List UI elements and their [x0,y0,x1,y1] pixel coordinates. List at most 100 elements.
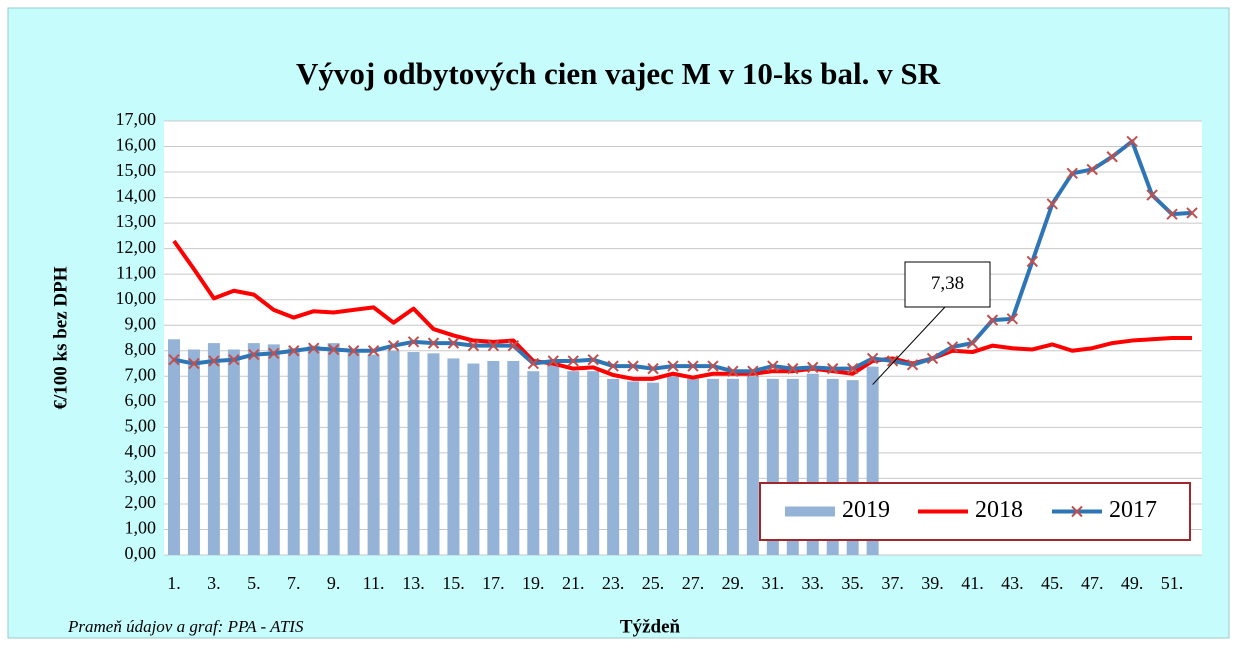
x-tick-label: 21. [562,573,585,593]
bar [267,344,280,555]
x-tick-label: 37. [881,573,904,593]
marker [527,357,539,370]
marker [347,345,360,357]
bar [247,343,260,555]
marker [1026,255,1039,268]
marker [647,362,659,375]
marker [946,341,959,353]
bar [427,353,440,555]
x-tick-label: 33. [802,573,825,593]
y-tick-label: 17,00 [116,109,157,129]
data-label: 7,38 [931,273,964,294]
y-tick-label: 7,00 [125,364,157,384]
bar [587,371,600,555]
marker [228,353,240,366]
y-tick-label: 9,00 [125,313,157,333]
bar [167,339,180,555]
marker [587,353,599,366]
marker [727,365,739,377]
marker [886,355,899,367]
marker [208,355,220,367]
bar [227,349,240,555]
y-tick-label: 15,00 [116,160,157,180]
x-tick-label: 49. [1121,573,1144,593]
callout-leader [872,306,946,385]
marker [966,337,979,349]
x-axis-label: Týždeň [620,616,681,637]
bar [726,378,739,555]
bar [387,350,400,555]
bar [567,371,580,555]
marker [567,355,579,367]
marker [807,361,819,374]
x-tick-label: 5. [247,573,261,593]
marker [308,342,320,354]
bar [686,378,699,555]
marker [387,339,400,352]
marker [1106,151,1118,163]
y-tick-label: 13,00 [116,211,157,231]
marker [407,336,420,348]
bar [407,352,420,555]
y-tick-label: 4,00 [125,441,157,461]
marker [1006,313,1019,325]
bar [347,350,360,555]
y-tick-label: 8,00 [125,339,157,359]
legend-marker [1071,505,1083,518]
y-tick-label: 16,00 [116,135,157,155]
marker [447,337,460,349]
x-tick-label: 27. [682,573,705,593]
marker [767,360,779,372]
x-tick-label: 7. [287,573,301,593]
marker [667,360,679,372]
y-tick-label: 2,00 [125,492,157,512]
bar [547,360,560,555]
line-2017 [173,139,1193,374]
marker [687,360,699,372]
source-note: Prameň údajov a graf: PPA - ATIS [67,617,304,636]
marker [467,339,480,352]
y-tick-label: 14,00 [116,186,157,206]
bar [527,371,540,555]
bar [647,382,660,555]
marker [288,345,300,357]
bar [467,363,480,555]
marker [866,352,879,365]
marker [248,348,260,361]
bar [627,381,640,555]
marker [168,353,180,366]
y-tick-label: 3,00 [125,467,157,487]
y-axis-label: €/100 ks bez DPH [50,266,71,409]
marker [846,362,859,375]
bar [667,376,680,555]
y-tick-label: 5,00 [125,415,157,435]
bar [507,360,520,555]
x-tick-label: 11. [363,573,385,593]
bar [487,360,500,555]
marker [268,347,280,360]
x-tick-label: 31. [762,573,785,593]
x-tick-label: 3. [207,573,221,593]
marker [487,339,500,352]
marker [1126,135,1138,148]
marker [627,360,639,372]
marker [607,360,619,372]
marker [1186,207,1198,219]
marker [787,362,799,375]
marker [427,337,440,349]
y-tick-label: 6,00 [125,390,157,410]
bar [706,378,719,555]
y-tick-label: 0,00 [125,543,157,563]
bar [207,343,220,555]
legend-label: 2019 [842,497,890,523]
bar [746,376,759,555]
line-2018 [172,239,1193,381]
bar [307,345,320,555]
x-tick-label: 13. [402,573,425,593]
marker [986,314,999,326]
x-tick-label: 41. [961,573,984,593]
x-tick-label: 47. [1081,573,1104,593]
x-tick-label: 51. [1161,573,1184,593]
